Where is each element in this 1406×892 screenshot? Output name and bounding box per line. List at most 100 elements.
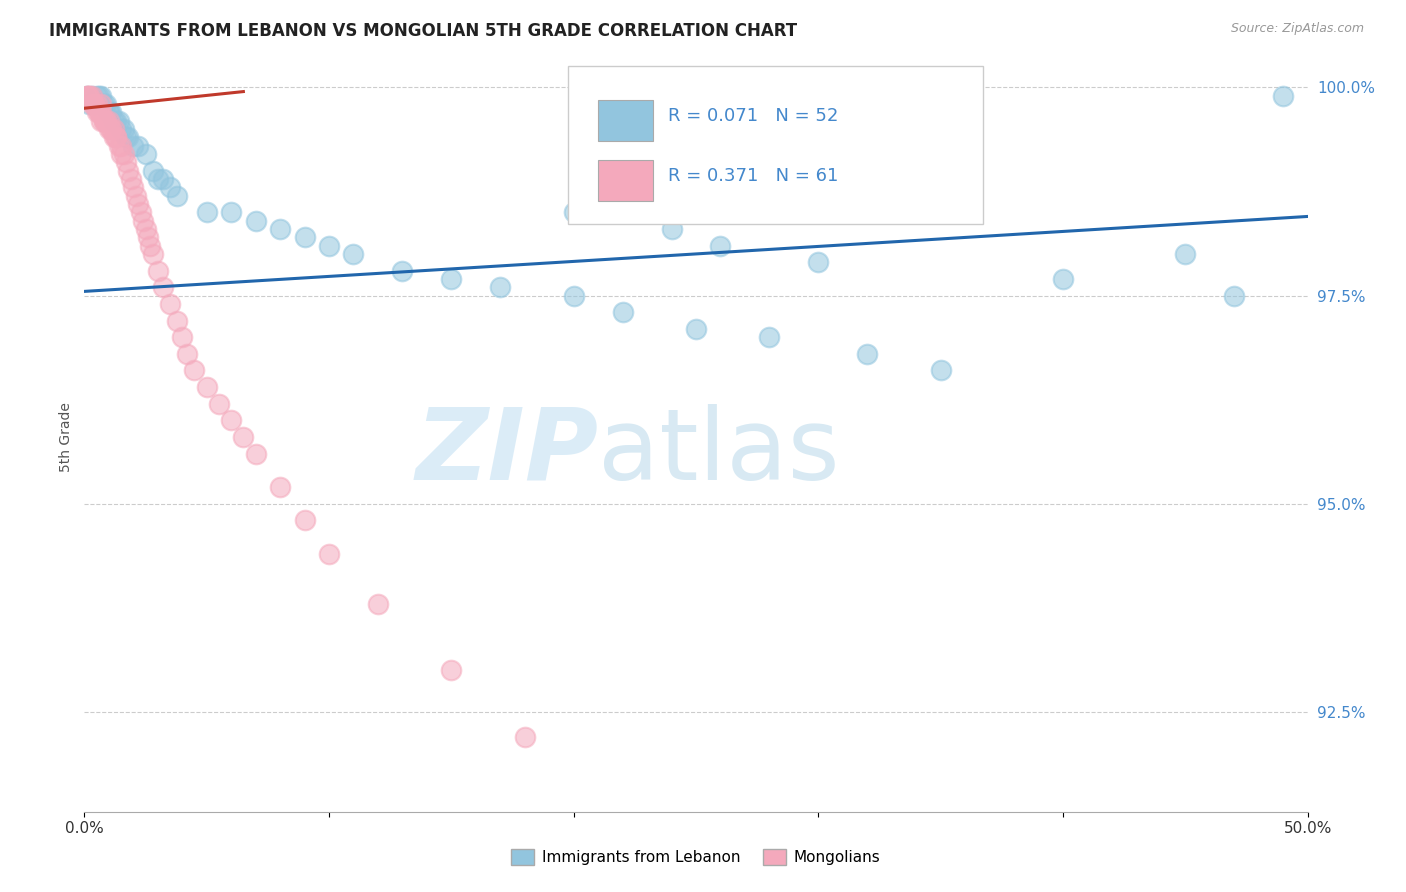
Point xyxy=(80,97,103,112)
Point xyxy=(97,113,120,128)
Point xyxy=(219,205,242,219)
Point xyxy=(90,97,112,112)
Point xyxy=(195,205,218,219)
Point xyxy=(93,97,115,112)
Point xyxy=(612,305,634,319)
Point xyxy=(127,197,149,211)
Point xyxy=(1174,247,1197,261)
Point xyxy=(132,213,155,227)
Point xyxy=(122,138,145,153)
Point xyxy=(294,230,316,244)
Point xyxy=(76,88,98,103)
Point xyxy=(159,180,181,194)
Point xyxy=(96,113,118,128)
Point xyxy=(391,263,413,277)
Point xyxy=(100,105,122,120)
Point xyxy=(146,172,169,186)
Point xyxy=(758,330,780,344)
Point xyxy=(661,222,683,236)
Point xyxy=(183,363,205,377)
Point xyxy=(86,105,108,120)
Point xyxy=(90,113,112,128)
Point xyxy=(135,147,157,161)
Point xyxy=(117,163,139,178)
Point xyxy=(245,447,267,461)
Point xyxy=(105,130,128,145)
FancyBboxPatch shape xyxy=(598,100,654,141)
Point xyxy=(96,97,118,112)
Point xyxy=(562,288,585,302)
Point xyxy=(172,330,194,344)
Point xyxy=(97,105,120,120)
Point xyxy=(269,480,291,494)
Point xyxy=(112,147,135,161)
Point xyxy=(76,88,98,103)
Point xyxy=(93,113,115,128)
Point xyxy=(135,222,157,236)
Point xyxy=(152,280,174,294)
Point xyxy=(120,172,142,186)
Point xyxy=(105,130,128,145)
Point xyxy=(103,122,125,136)
Point xyxy=(87,105,110,120)
Text: IMMIGRANTS FROM LEBANON VS MONGOLIAN 5TH GRADE CORRELATION CHART: IMMIGRANTS FROM LEBANON VS MONGOLIAN 5TH… xyxy=(49,22,797,40)
Point xyxy=(90,105,112,120)
Point xyxy=(139,238,162,252)
Point xyxy=(166,188,188,202)
Point xyxy=(232,430,254,444)
Point xyxy=(77,88,100,103)
Text: R = 0.071   N = 52: R = 0.071 N = 52 xyxy=(668,107,838,126)
Point xyxy=(146,263,169,277)
Point xyxy=(709,238,731,252)
Text: Source: ZipAtlas.com: Source: ZipAtlas.com xyxy=(1230,22,1364,36)
Point xyxy=(110,147,132,161)
Point xyxy=(86,88,108,103)
Point xyxy=(142,163,165,178)
Point xyxy=(107,113,129,128)
Point xyxy=(367,597,389,611)
Point xyxy=(87,88,110,103)
Point xyxy=(100,122,122,136)
Point xyxy=(105,113,128,128)
Text: R = 0.371   N = 61: R = 0.371 N = 61 xyxy=(668,168,838,186)
Y-axis label: 5th Grade: 5th Grade xyxy=(59,402,73,472)
Point xyxy=(80,88,103,103)
Point xyxy=(83,97,105,112)
Point xyxy=(166,313,188,327)
Point xyxy=(294,513,316,527)
Point xyxy=(83,97,105,112)
Point xyxy=(112,122,135,136)
Point xyxy=(562,205,585,219)
Point xyxy=(80,88,103,103)
FancyBboxPatch shape xyxy=(568,66,983,224)
Point xyxy=(107,138,129,153)
Point xyxy=(440,663,463,677)
Point xyxy=(219,413,242,427)
Point xyxy=(77,88,100,103)
Point xyxy=(929,363,952,377)
Legend: Immigrants from Lebanon, Mongolians: Immigrants from Lebanon, Mongolians xyxy=(505,843,887,871)
Point xyxy=(1272,88,1295,103)
Point xyxy=(97,122,120,136)
Point xyxy=(807,255,830,269)
Point xyxy=(142,247,165,261)
Point xyxy=(103,113,125,128)
Point xyxy=(100,122,122,136)
Point xyxy=(115,130,138,145)
Point xyxy=(136,230,159,244)
Point xyxy=(76,88,98,103)
Point xyxy=(97,105,120,120)
Point xyxy=(115,155,138,169)
Point xyxy=(96,113,118,128)
Point xyxy=(159,297,181,311)
Point xyxy=(87,105,110,120)
Point xyxy=(83,97,105,112)
Point xyxy=(117,130,139,145)
Point xyxy=(1223,288,1246,302)
Point xyxy=(152,172,174,186)
Point xyxy=(489,280,512,294)
Point xyxy=(342,247,364,261)
Point xyxy=(110,122,132,136)
Point xyxy=(208,397,231,411)
Point xyxy=(110,138,132,153)
